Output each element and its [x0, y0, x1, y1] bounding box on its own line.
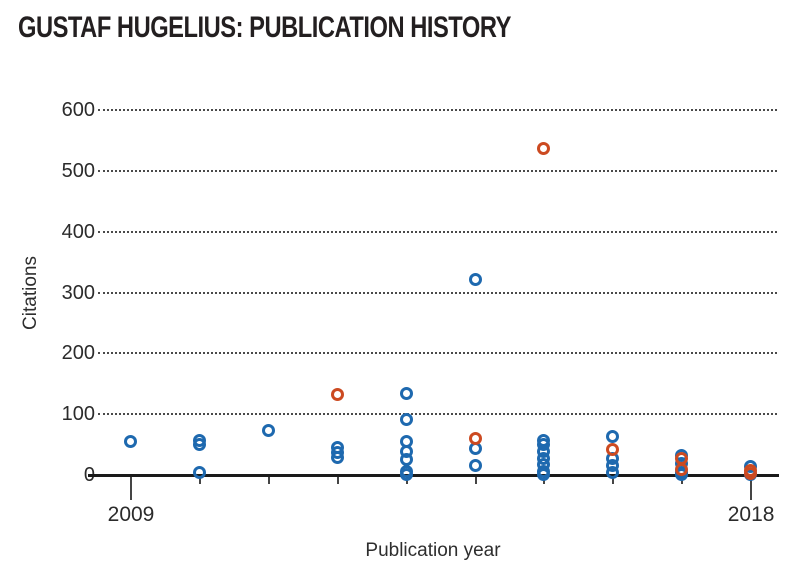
x-tick-label-2009: 2009	[107, 503, 155, 526]
y-tick-label-200: 200	[61, 342, 95, 365]
data-point-blue-publications	[468, 273, 482, 287]
data-point-orange-publications	[468, 432, 482, 446]
x-tick-2010	[198, 476, 201, 484]
gridline-y-400	[98, 230, 777, 233]
data-point-blue-publications	[192, 438, 206, 452]
data-point-blue-publications	[124, 434, 137, 448]
y-tick-label-500: 500	[61, 160, 95, 182]
data-point-blue-publications	[330, 450, 344, 464]
x-tick-2016	[612, 476, 615, 484]
y-tick-label-600: 600	[61, 99, 95, 122]
chart-title: GUSTAF HUGELIUS: PUBLICATION HISTORY	[18, 11, 511, 44]
data-point-orange-publications	[675, 462, 689, 476]
data-point-blue-publications	[399, 412, 413, 426]
data-point-blue-publications	[399, 468, 413, 481]
gridline-y-500	[98, 170, 777, 172]
data-point-orange-publications	[537, 141, 551, 155]
gridline-y-600	[98, 109, 777, 112]
x-tick-2009	[130, 476, 132, 500]
x-tick-2011	[267, 476, 270, 484]
data-point-blue-publications	[537, 468, 551, 481]
data-point-orange-publications	[606, 443, 620, 457]
gridline-y-300	[98, 291, 777, 294]
y-tick-label-400: 400	[61, 220, 95, 243]
x-tick-2014	[474, 476, 477, 484]
data-point-blue-publications	[399, 386, 413, 400]
x-tick-label-2018: 2018	[727, 503, 775, 526]
x-axis-line	[88, 473, 779, 477]
data-point-blue-publications	[606, 466, 620, 480]
y-tick-label-300: 300	[61, 281, 95, 304]
data-point-blue-publications	[468, 459, 482, 473]
data-point-blue-publications	[192, 465, 206, 479]
data-point-orange-publications	[330, 388, 344, 402]
data-point-blue-publications	[399, 452, 413, 466]
gridline-y-200	[98, 352, 777, 355]
gridline-y-100	[98, 413, 777, 416]
data-point-blue-publications	[261, 424, 275, 438]
data-point-orange-publications	[744, 467, 758, 481]
y-tick-label-100: 100	[61, 403, 95, 426]
x-axis-title: Publication year	[365, 540, 501, 561]
data-point-blue-publications	[606, 430, 620, 444]
y-tick-label-0: 0	[28, 464, 95, 486]
x-tick-2018	[750, 476, 753, 500]
x-tick-2012	[336, 476, 339, 484]
